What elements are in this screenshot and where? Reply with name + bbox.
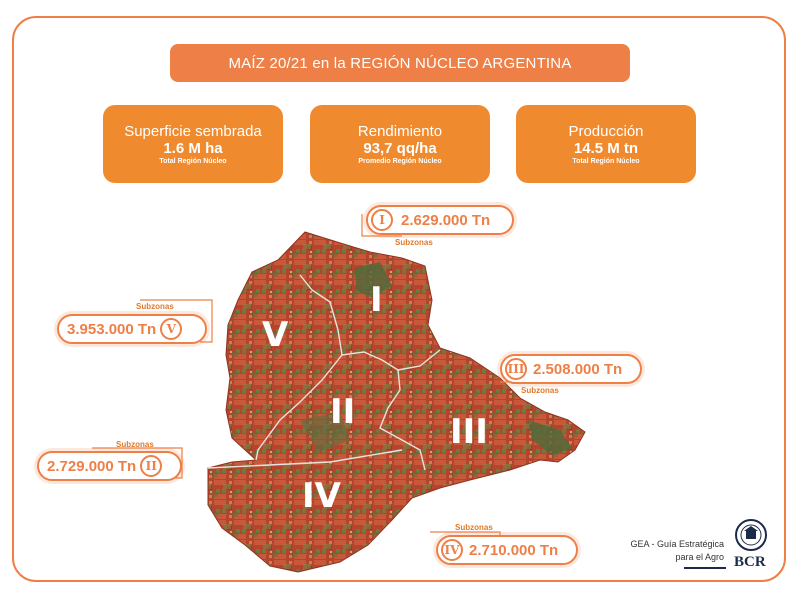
stat-note: Total Región Núcleo bbox=[572, 158, 640, 165]
footer-line-1: GEA - Guía Estratégica bbox=[630, 539, 724, 549]
zone-badge-v: V bbox=[160, 318, 183, 340]
zone-badge-iv: IV bbox=[441, 539, 463, 561]
footer-divider bbox=[684, 567, 726, 569]
stat-card-yield: Rendimiento 93,7 qq/ha Promedio Región N… bbox=[310, 105, 490, 183]
subzonas-label-v: Subzonas bbox=[136, 302, 174, 311]
zone-badge-i: I bbox=[371, 209, 393, 231]
forest-patch bbox=[355, 262, 392, 298]
zone-badge-iii: III bbox=[505, 358, 527, 380]
callout-value-iii: 2.508.000 Tn bbox=[533, 360, 623, 378]
zone-borders bbox=[207, 274, 441, 471]
stat-value: 93,7 qq/ha bbox=[363, 140, 437, 157]
outer-frame bbox=[12, 16, 786, 582]
leader-v bbox=[140, 299, 213, 343]
map-region-shape bbox=[207, 231, 586, 573]
callout-zone-v: 3.953.000 Tn V bbox=[57, 314, 207, 344]
page-title: MAÍZ 20/21 en la REGIÓN NÚCLEO ARGENTINA bbox=[170, 44, 630, 82]
callout-value-v: 3.953.000 Tn bbox=[67, 320, 157, 338]
callout-value-ii: 2.729.000 Tn bbox=[47, 457, 137, 475]
zone-badge-ii: II bbox=[140, 455, 163, 477]
footer-caption: GEA - Guía Estratégica para el Agro bbox=[612, 538, 724, 564]
stat-label: Rendimiento bbox=[357, 123, 443, 140]
subzonas-label-i: Subzonas bbox=[395, 238, 433, 247]
stat-value: 14.5 M tn bbox=[573, 140, 639, 157]
subzonas-label-ii: Subzonas bbox=[116, 440, 154, 449]
callout-value-i: 2.629.000 Tn bbox=[401, 211, 491, 229]
zone-label-iii: III bbox=[450, 412, 488, 452]
subzonas-label-iii: Subzonas bbox=[521, 386, 559, 395]
stat-note: Total Región Núcleo bbox=[159, 158, 227, 165]
bcr-seal-icon bbox=[735, 519, 767, 551]
forest-patch bbox=[300, 412, 350, 452]
callout-zone-i: I 2.629.000 Tn bbox=[366, 205, 514, 235]
zone-label-i: I bbox=[370, 280, 383, 320]
callout-value-iv: 2.710.000 Tn bbox=[469, 541, 559, 559]
stat-card-production: Producción 14.5 M tn Total Región Núcleo bbox=[516, 105, 696, 183]
forest-patch bbox=[528, 420, 572, 455]
subzonas-label-iv: Subzonas bbox=[455, 523, 493, 532]
stat-label: Producción bbox=[568, 123, 644, 140]
zone-label-ii: II bbox=[330, 392, 356, 432]
stat-note: Promedio Región Núcleo bbox=[358, 158, 442, 165]
callout-zone-iii: III 2.508.000 Tn bbox=[500, 354, 642, 384]
leader-i bbox=[361, 214, 402, 237]
footer-line-2: para el Agro bbox=[675, 552, 724, 562]
stat-label: Superficie sembrada bbox=[124, 123, 262, 140]
bcr-logo-text: BCR bbox=[734, 554, 766, 570]
callout-zone-ii: 2.729.000 Tn II bbox=[37, 451, 182, 481]
callout-zone-iv: IV 2.710.000 Tn bbox=[436, 535, 578, 565]
stat-card-surface: Superficie sembrada 1.6 M ha Total Regió… bbox=[103, 105, 283, 183]
zone-label-v: V bbox=[262, 315, 289, 355]
zone-label-iv: IV bbox=[302, 476, 341, 516]
stat-value: 1.6 M ha bbox=[163, 140, 223, 157]
